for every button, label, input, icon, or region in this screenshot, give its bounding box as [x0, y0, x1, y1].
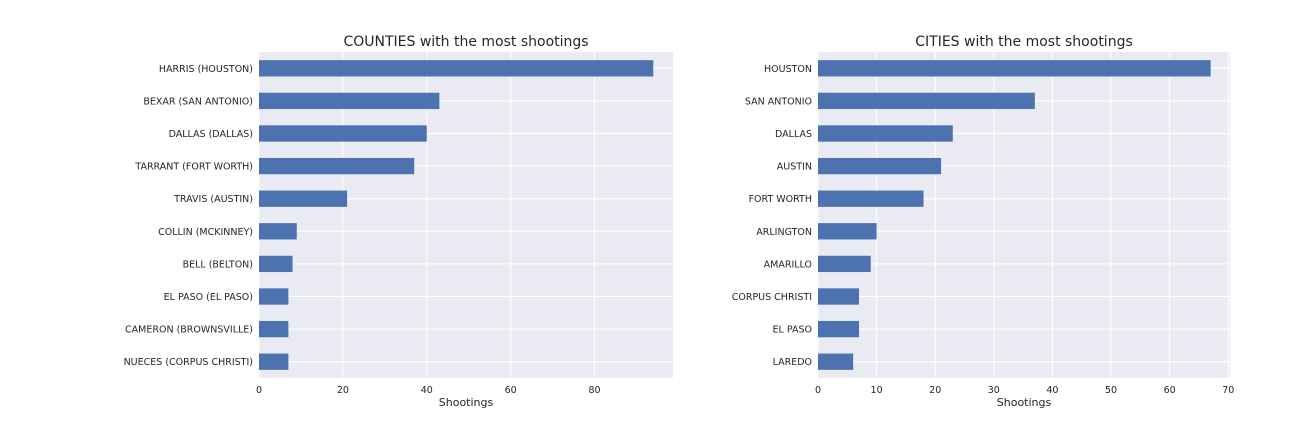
counties-x-axis-label: Shootings — [439, 396, 494, 409]
cities-bar — [818, 125, 953, 142]
cities-x-tick-label: 0 — [815, 385, 821, 396]
counties-x-tick-label: 0 — [256, 385, 262, 396]
counties-bar — [259, 320, 289, 338]
cities-bar — [818, 288, 860, 305]
counties-category-label: HARRIS (HOUSTON) — [159, 64, 253, 75]
counties-category-label: BELL (BELTON) — [183, 259, 253, 270]
cities-category-label: HOUSTON — [764, 64, 812, 75]
cities-category-label: SAN ANTONIO — [745, 96, 812, 107]
cities-chart: 0 10 20 30 40 50 60 70 HOUSTON SAN ANTONIO DALLAS A… — [732, 34, 1235, 409]
cities-x-tick-label: 60 — [1164, 385, 1176, 396]
cities-bar — [818, 320, 860, 338]
counties-category-label: BEXAR (SAN ANTONIO) — [143, 96, 253, 107]
cities-category-label: AUSTIN — [777, 162, 812, 173]
cities-bar — [818, 190, 924, 207]
counties-bar — [259, 353, 289, 370]
counties-bar — [259, 255, 293, 273]
counties-x-tick-label: 60 — [505, 385, 517, 396]
cities-category-label: LAREDO — [773, 357, 812, 368]
cities-bar — [818, 60, 1211, 77]
cities-x-tick-label: 50 — [1105, 385, 1117, 396]
counties-bar — [259, 190, 348, 207]
cities-category-label: AMARILLO — [764, 259, 812, 270]
cities-category-label: EL PASO — [773, 325, 812, 336]
cities-category-label: FORT WORTH — [749, 194, 812, 205]
cities-x-tick-label: 20 — [929, 385, 941, 396]
counties-bar — [259, 92, 440, 110]
cities-bar — [818, 255, 871, 273]
counties-category-label: EL PASO (EL PASO) — [164, 292, 253, 303]
counties-x-tick-label: 80 — [589, 385, 601, 396]
counties-x-tick-label: 40 — [421, 385, 433, 396]
counties-category-label: NUECES (CORPUS CHRISTI) — [124, 357, 253, 368]
cities-bar — [818, 92, 1035, 110]
cities-category-label: ARLINGTON — [756, 227, 812, 238]
cities-category-label: CORPUS CHRISTI — [732, 292, 812, 303]
counties-x-tick-label: 20 — [337, 385, 349, 396]
cities-x-tick-label: 10 — [871, 385, 883, 396]
counties-category-label: CAMERON (BROWNSVILLE) — [125, 325, 253, 336]
cities-x-tick-label: 70 — [1222, 385, 1234, 396]
counties-bar — [259, 223, 297, 240]
cities-x-tick-label: 30 — [988, 385, 1000, 396]
counties-chart-title: COUNTIES with the most shootings — [343, 34, 588, 50]
cities-bar — [818, 157, 942, 175]
counties-category-label: COLLIN (MCKINNEY) — [158, 227, 253, 238]
counties-bar — [259, 60, 654, 77]
cities-x-tick-label: 40 — [1046, 385, 1058, 396]
cities-bar — [818, 223, 877, 240]
counties-bar — [259, 125, 427, 142]
counties-bar — [259, 288, 289, 305]
cities-bar — [818, 353, 854, 370]
cities-chart-title: CITIES with the most shootings — [915, 34, 1133, 50]
counties-bar — [259, 157, 415, 175]
cities-x-axis-label: Shootings — [997, 396, 1052, 409]
counties-chart: 0 20 40 60 80 HARRIS (HOUSTON) BEXAR (SAN ANTO… — [124, 34, 673, 409]
counties-category-label: DALLAS (DALLAS) — [169, 129, 253, 140]
counties-category-label: TARRANT (FORT WORTH) — [134, 162, 253, 173]
counties-category-label: TRAVIS (AUSTIN) — [173, 194, 253, 205]
cities-category-label: DALLAS — [775, 129, 812, 140]
